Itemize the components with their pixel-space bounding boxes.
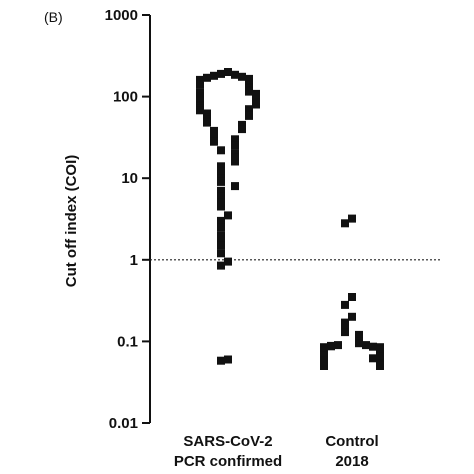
data-point: [217, 356, 225, 365]
data-point: [217, 177, 225, 186]
x-category-label: SARS-CoV-2: [183, 433, 272, 450]
y-tick-label: 0.01: [109, 415, 138, 432]
data-point: [196, 80, 204, 89]
data-point: [231, 70, 239, 79]
data-point: [320, 362, 328, 370]
data-point: [245, 74, 253, 83]
y-axis-title: Cut off index (COI): [63, 155, 80, 287]
data-point: [196, 106, 204, 115]
data-point: [252, 100, 260, 109]
data-point: [217, 216, 225, 225]
data-point: [217, 192, 225, 201]
y-tick-label: 0.1: [117, 333, 138, 350]
y-tick-label: 100: [113, 89, 138, 106]
data-point: [231, 135, 239, 144]
data-point: [217, 146, 225, 155]
data-point: [217, 167, 225, 176]
data-point: [327, 342, 335, 351]
data-point: [334, 341, 342, 350]
data-point: [341, 318, 349, 327]
data-point: [341, 323, 349, 331]
data-point: [348, 312, 356, 321]
data-point: [320, 351, 328, 360]
data-point: [224, 355, 232, 364]
x-category-label: PCR confirmed: [174, 453, 282, 470]
y-tick-label: 10: [121, 170, 138, 187]
data-point: [341, 219, 349, 228]
data-point: [217, 186, 225, 195]
data-point: [348, 214, 356, 223]
data-point: [341, 328, 349, 337]
y-tick-label: 1: [130, 252, 138, 269]
data-point: [355, 339, 363, 348]
data-point: [252, 91, 260, 100]
data-point: [231, 141, 239, 150]
data-point: [217, 162, 225, 171]
data-point: [210, 133, 218, 141]
data-point: [203, 73, 211, 82]
x-category-label: Control: [325, 433, 378, 450]
data-point: [224, 257, 232, 266]
data-point: [210, 71, 218, 80]
data-point: [245, 111, 253, 120]
data-point: [217, 249, 225, 258]
data-point: [362, 341, 370, 350]
data-point: [231, 182, 239, 191]
data-point: [217, 69, 225, 78]
data-point: [341, 300, 349, 309]
data-point: [217, 261, 225, 270]
data-point: [217, 202, 225, 211]
data-point: [238, 125, 246, 134]
data-point: [217, 241, 225, 250]
data-point: [231, 157, 239, 166]
x-category-label: 2018: [335, 453, 368, 470]
data-point: [376, 362, 384, 370]
data-point: [231, 153, 239, 162]
data-point: [203, 118, 211, 127]
data-point: [217, 223, 225, 232]
data-point: [196, 97, 204, 106]
data-point: [369, 354, 377, 363]
data-point: [224, 211, 232, 220]
data-point: [245, 87, 253, 96]
panel-label: (B): [44, 9, 63, 25]
data-point: [217, 235, 225, 243]
data-point: [210, 137, 218, 146]
data-point: [376, 352, 384, 361]
data-point: [203, 109, 211, 118]
data-point: [224, 68, 232, 76]
data-point: [348, 293, 356, 301]
data-point: [369, 342, 377, 351]
y-tick-label: 1000: [105, 7, 138, 24]
data-point: [238, 72, 246, 81]
